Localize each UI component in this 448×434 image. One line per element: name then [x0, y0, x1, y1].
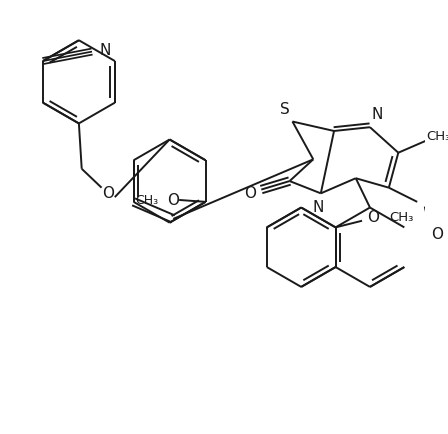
Text: CH₃: CH₃: [135, 194, 159, 207]
Text: N: N: [312, 200, 323, 214]
Text: O: O: [367, 209, 379, 224]
Text: CH₃: CH₃: [390, 210, 414, 223]
Text: S: S: [280, 102, 290, 116]
Text: N: N: [372, 107, 383, 122]
Text: CH₃: CH₃: [426, 130, 448, 143]
Text: O: O: [244, 185, 256, 201]
Text: O: O: [168, 193, 180, 208]
Text: N: N: [99, 43, 111, 58]
Text: O: O: [431, 226, 443, 241]
Text: O: O: [102, 185, 114, 201]
